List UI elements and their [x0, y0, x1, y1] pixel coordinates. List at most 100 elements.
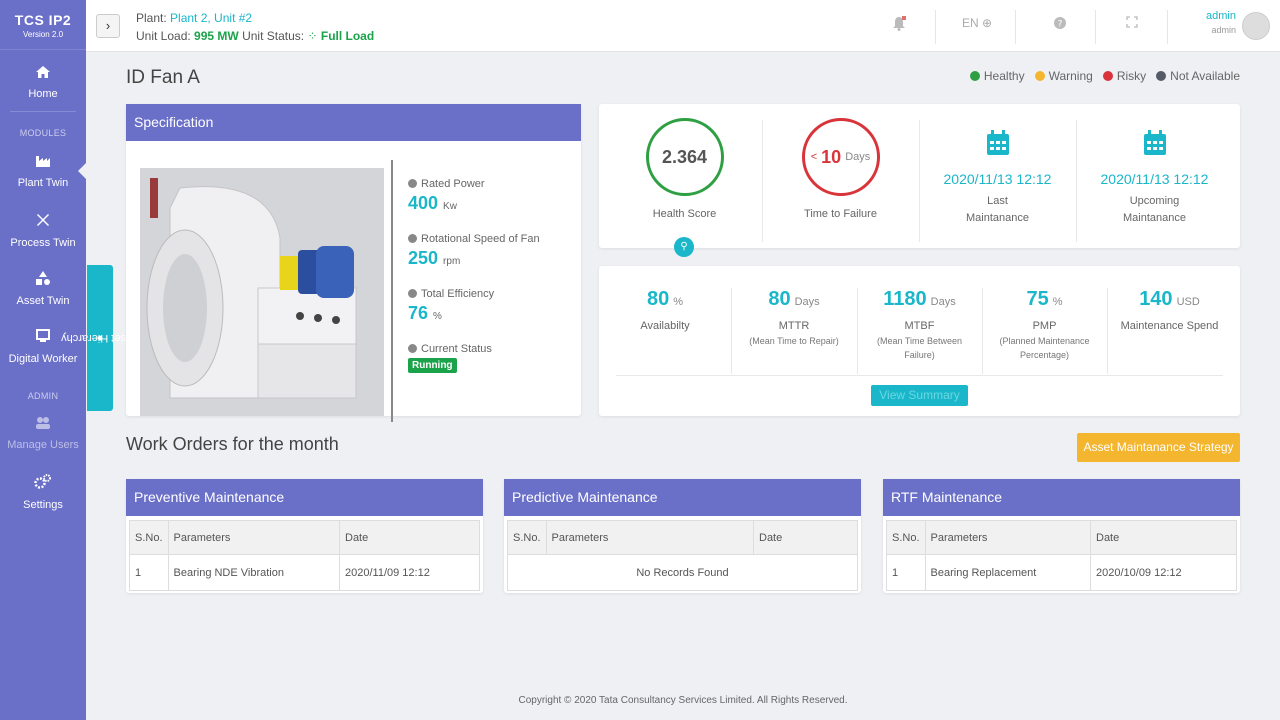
worker-icon: [0, 328, 86, 349]
brand-name: TCS IP2: [14, 12, 72, 28]
shapes-icon: [0, 270, 86, 291]
status-badge: Running: [408, 358, 457, 373]
brand-version: Version 2.0: [22, 30, 64, 39]
brand: TCS IP2 Version 2.0: [0, 0, 86, 50]
nav-manage-users-label: Manage Users: [7, 439, 79, 451]
home-icon: [0, 65, 86, 84]
users-icon: [0, 416, 86, 435]
user-name: admin: [1206, 10, 1236, 22]
top-bar: › Plant: Plant 2, Unit #2 Unit Load: 995…: [86, 0, 1280, 52]
sidebar: TCS IP2 Version 2.0 Home MODULES Plant T…: [0, 0, 86, 720]
rtf-maintenance-card: RTF Maintenance S.No. Parameters Date 1 Be…: [883, 479, 1240, 593]
specification-card: Specification Rated Power 400 Kw Rotation…: [126, 104, 581, 422]
preventive-title: Preventive Maintenance: [126, 479, 483, 516]
work-orders-title: Work Orders for the month: [126, 434, 339, 454]
predictive-maintenance-card: Predictive Maintenance S.No. Parameters Da…: [504, 479, 861, 593]
kpi-mtbf: 1180 Days MTBF (Mean Time Between Failure): [876, 288, 963, 360]
spec-speed: Rotational Speed of Fan 250 rpm: [408, 233, 540, 268]
table-row[interactable]: 1 Bearing Replacement 2020/10/09 12:12: [886, 554, 1237, 591]
legend-warning: Warning: [1034, 69, 1093, 83]
nav-asset-twin[interactable]: Asset Twin: [0, 270, 86, 307]
bell-icon[interactable]: [892, 16, 906, 34]
sidebar-toggle-button[interactable]: ›: [96, 14, 120, 38]
calendar-icon: [919, 130, 1076, 163]
nav-digital-worker-label: Digital Worker: [8, 353, 78, 365]
active-indicator: [78, 163, 86, 179]
legend-not-available: Not Available: [1156, 69, 1240, 83]
avatar[interactable]: [1242, 12, 1270, 40]
nav-home[interactable]: Home: [0, 65, 86, 100]
unit-status-label: Unit Status:: [242, 29, 305, 43]
kpi-pmp: 75% PMP (Planned Maintenance Percentage): [999, 288, 1090, 360]
nav-process-twin-label: Process Twin: [10, 237, 76, 249]
fullscreen-icon[interactable]: [1126, 16, 1138, 31]
plant-label: Plant:: [136, 11, 167, 25]
calendar-icon: [1076, 130, 1233, 163]
view-summary-button[interactable]: View Summary: [871, 385, 968, 406]
status-legend: Healthy Warning Risky Not Available: [969, 69, 1240, 83]
health-score-label: Health Score: [652, 208, 717, 220]
loading-icon: ⁘: [307, 29, 318, 43]
nav-home-label: Home: [28, 88, 58, 100]
globe-icon: ⊕: [982, 16, 993, 30]
svg-text:?: ?: [1058, 20, 1063, 30]
last-maintenance-date: 2020/11/13 12:12: [943, 171, 1052, 187]
upcoming-maintenance: 2020/11/13 12:12 Upcoming Maintanance: [1076, 104, 1233, 227]
specification-title: Specification: [126, 104, 581, 141]
admin-section-label: ADMIN: [27, 391, 59, 401]
legend-risky: Risky: [1102, 69, 1146, 83]
factory-icon: [0, 154, 86, 173]
ttf-label: Time to Failure: [804, 208, 877, 220]
efficiency-value: 76: [408, 303, 429, 323]
unit-status-value: Full Load: [320, 29, 375, 43]
spec-rated-power: Rated Power 400 Kw: [408, 178, 485, 213]
upcoming-maintenance-date: 2020/11/13 12:12: [1100, 171, 1209, 187]
rtf-table: S.No. Parameters Date 1 Bearing Replacemen…: [886, 520, 1237, 591]
time-to-failure: < 10 Days Time to Failure: [762, 104, 919, 223]
preventive-maintenance-card: Preventive Maintenance S.No. Parameters Da…: [126, 479, 483, 593]
preventive-table: S.No. Parameters Date 1 Bearing NDE Vibrat…: [129, 520, 480, 591]
footer: Copyright © 2020 Tata Consultancy Servic…: [518, 695, 848, 706]
predictive-title: Predictive Maintenance: [504, 479, 861, 516]
plant-info: Plant: Plant 2, Unit #2 Unit Load: 995 M…: [136, 9, 374, 45]
ttf-value: 10: [821, 146, 842, 167]
nav-plant-twin-label: Plant Twin: [17, 177, 69, 189]
rated-power-value: 400: [408, 193, 439, 213]
health-score-circle: 2.364: [645, 118, 724, 196]
language-label: EN: [962, 16, 979, 30]
nav-settings-label: Settings: [23, 499, 63, 511]
nav-manage-users[interactable]: Manage Users: [0, 416, 86, 451]
plant-value[interactable]: Plant 2, Unit #2: [170, 11, 253, 25]
empty-state: No Records Found: [507, 554, 858, 591]
modules-section-label: MODULES: [19, 128, 67, 138]
unit-load-label: Unit Load:: [136, 29, 191, 43]
asset-hierarchy-tab[interactable]: ● Asset Hierarchy: [61, 265, 139, 411]
nav-digital-worker[interactable]: Digital Worker: [0, 328, 86, 365]
nav-settings[interactable]: Settings: [0, 474, 86, 511]
gears-icon: [0, 474, 86, 495]
nav-process-twin[interactable]: Process Twin: [0, 212, 86, 249]
table-row[interactable]: 1 Bearing NDE Vibration 2020/11/09 12:12: [129, 554, 480, 591]
predictive-table: S.No. Parameters Date No Records Found: [507, 520, 858, 591]
kpi-maintenance-spend: 140 USD Maintenance Spend: [1120, 288, 1219, 332]
spec-status: Current Status Running: [408, 343, 492, 373]
kpi-availability: 80% Availabilty: [640, 288, 690, 332]
spec-efficiency: Total Efficiency 76%: [408, 288, 495, 323]
hierarchy-icon[interactable]: ⚲: [674, 237, 694, 257]
legend-healthy: Healthy: [969, 69, 1025, 83]
user-role: admin: [1211, 25, 1236, 35]
help-icon[interactable]: ?: [1053, 16, 1067, 33]
user-menu[interactable]: admin admin: [1191, 10, 1236, 35]
language-selector[interactable]: EN ⊕: [962, 16, 992, 30]
fan-image: [140, 168, 384, 416]
rtf-title: RTF Maintenance: [883, 479, 1240, 516]
last-maintenance: 2020/11/13 12:12 Last Maintanance: [919, 104, 1076, 227]
kpi-mttr: 80 Days MTTR (Mean Time to Repair): [749, 288, 839, 346]
page-title: ID Fan A: [126, 67, 200, 88]
speed-value: 250: [408, 248, 439, 268]
unit-load-value: 995 MW: [194, 29, 239, 43]
nav-plant-twin[interactable]: Plant Twin: [0, 154, 86, 189]
spec-divider: [391, 160, 393, 422]
health-score: 2.364 Health Score: [599, 104, 770, 223]
asset-maintenance-strategy-button[interactable]: Asset Maintanance Strategy: [1077, 433, 1240, 462]
